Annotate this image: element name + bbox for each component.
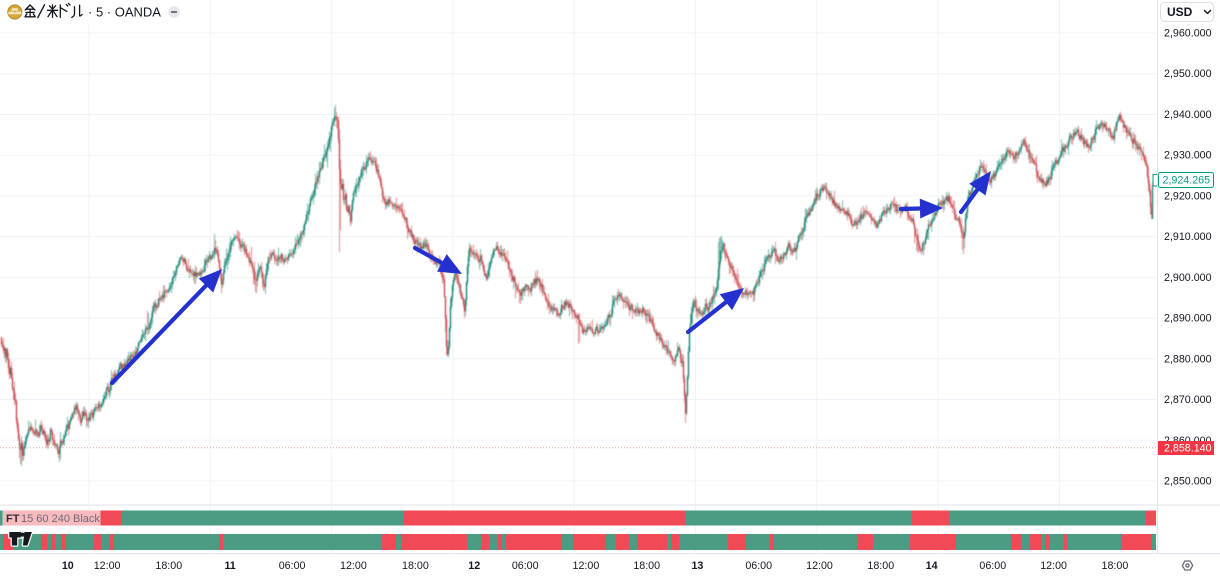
svg-text:12:00: 12:00 bbox=[1040, 560, 1067, 572]
svg-text:2,890.000: 2,890.000 bbox=[1164, 313, 1212, 325]
svg-text:06:00: 06:00 bbox=[745, 560, 772, 572]
svg-text:2,930.000: 2,930.000 bbox=[1164, 150, 1212, 162]
svg-text:12:00: 12:00 bbox=[573, 560, 600, 572]
svg-text:· 5 · OANDA: · 5 · OANDA bbox=[88, 5, 161, 20]
svg-text:2,910.000: 2,910.000 bbox=[1164, 231, 1212, 243]
svg-text:06:00: 06:00 bbox=[979, 560, 1006, 572]
svg-text:15 60 240 Black: 15 60 240 Black bbox=[21, 513, 100, 525]
svg-text:18:00: 18:00 bbox=[867, 560, 894, 572]
svg-text:12:00: 12:00 bbox=[340, 560, 367, 572]
svg-text:18:00: 18:00 bbox=[402, 560, 429, 572]
svg-text:06:00: 06:00 bbox=[512, 560, 539, 572]
svg-text:2,950.000: 2,950.000 bbox=[1164, 68, 1212, 80]
svg-text:10: 10 bbox=[62, 560, 74, 572]
svg-text:12:00: 12:00 bbox=[94, 560, 121, 572]
svg-text:USD: USD bbox=[1167, 5, 1193, 19]
svg-text:2,940.000: 2,940.000 bbox=[1164, 109, 1212, 121]
svg-text:2,900.000: 2,900.000 bbox=[1164, 272, 1212, 284]
svg-text:11: 11 bbox=[224, 560, 235, 572]
svg-text:2,880.000: 2,880.000 bbox=[1164, 353, 1212, 365]
svg-text:18:00: 18:00 bbox=[1102, 560, 1129, 572]
svg-text:2,870.000: 2,870.000 bbox=[1164, 394, 1212, 406]
svg-text:2,960.000: 2,960.000 bbox=[1164, 28, 1212, 40]
svg-text:2,920.000: 2,920.000 bbox=[1164, 190, 1212, 202]
svg-text:18:00: 18:00 bbox=[633, 560, 660, 572]
svg-text:FT: FT bbox=[6, 513, 20, 525]
svg-text:13: 13 bbox=[691, 560, 703, 572]
svg-text:18:00: 18:00 bbox=[155, 560, 182, 572]
svg-text:06:00: 06:00 bbox=[279, 560, 306, 572]
svg-text:2,924.265: 2,924.265 bbox=[1163, 175, 1211, 187]
svg-text:14: 14 bbox=[926, 560, 938, 572]
svg-text:2,850.000: 2,850.000 bbox=[1164, 476, 1212, 488]
svg-text:2,858.140: 2,858.140 bbox=[1164, 443, 1212, 455]
svg-text:12:00: 12:00 bbox=[806, 560, 833, 572]
svg-text:12: 12 bbox=[468, 560, 480, 572]
